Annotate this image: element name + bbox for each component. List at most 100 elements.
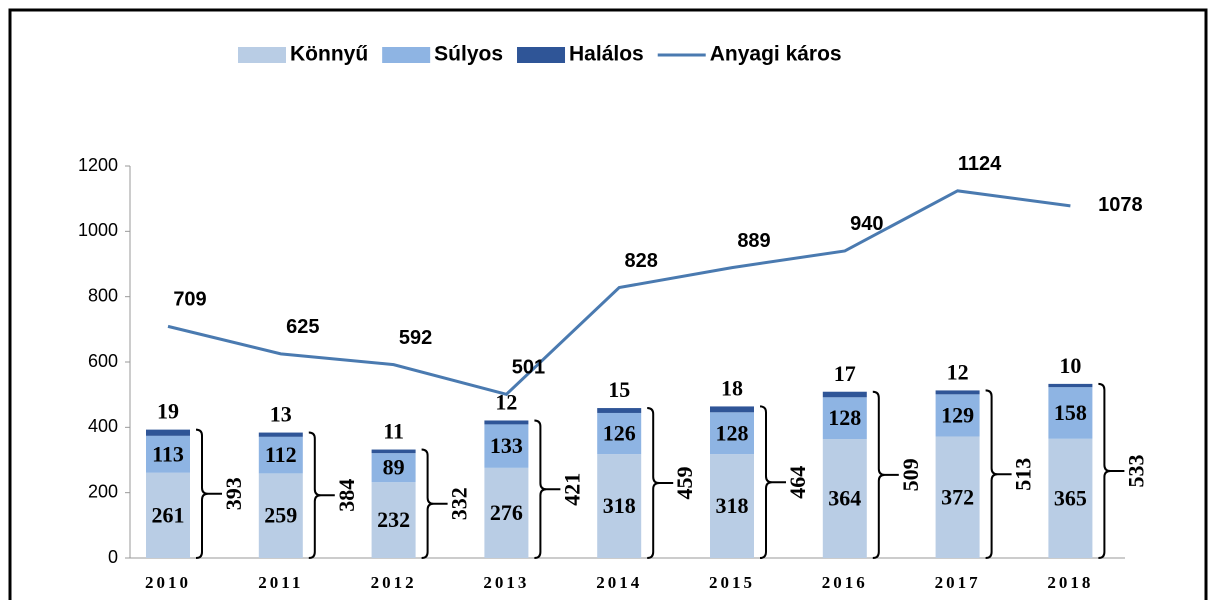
bar-segment <box>1048 383 1093 388</box>
legend-item: Súlyos <box>382 43 503 66</box>
x-tick-label: 2011 <box>258 573 303 592</box>
data-label: 10 <box>1059 353 1081 378</box>
bar-segment <box>597 412 642 455</box>
bar-segment <box>822 397 867 440</box>
x-tick-label: 2017 <box>935 573 981 592</box>
bar-segment <box>935 390 980 395</box>
x-tick-label: 2018 <box>1047 573 1093 592</box>
bar-segment <box>822 391 867 398</box>
total-label: 464 <box>785 466 810 499</box>
x-tick-label: 2010 <box>145 573 191 592</box>
bar-segment <box>822 439 867 558</box>
y-tick-label: 200 <box>88 481 118 501</box>
total-label: 332 <box>447 487 472 520</box>
y-tick-label: 1000 <box>78 220 118 240</box>
y-tick-label: 0 <box>108 547 118 567</box>
data-label: 133 <box>490 433 523 458</box>
data-label: 17 <box>834 361 856 386</box>
total-bracket <box>534 419 561 559</box>
total-bracket <box>308 431 335 559</box>
data-label: 128 <box>828 405 861 430</box>
x-tick-label: 2015 <box>709 573 755 592</box>
line-label: 1078 <box>1098 194 1143 216</box>
data-label: 13 <box>270 402 292 427</box>
frame <box>8 8 1208 600</box>
bar-segment <box>146 435 190 473</box>
bar-segment <box>258 473 303 558</box>
total-label: 509 <box>898 458 923 491</box>
total-bracket <box>985 389 1012 559</box>
total-bracket <box>647 407 674 559</box>
total-label: 533 <box>1123 454 1148 487</box>
y-tick-label: 400 <box>88 416 118 436</box>
total-bracket <box>1098 382 1125 559</box>
data-label: 261 <box>152 502 185 527</box>
bar-segment <box>1048 387 1093 439</box>
legend-item: Anyagi káros <box>657 43 842 66</box>
bar-segment <box>258 436 303 474</box>
y-tick-label: 1200 <box>78 155 118 175</box>
line-label: 501 <box>512 357 545 379</box>
bar-segment <box>597 454 642 558</box>
bar-segment <box>710 412 754 455</box>
legend-item: Halálos <box>517 43 644 66</box>
legend-label: Könnyű <box>290 43 368 66</box>
x-tick-label: 2013 <box>483 573 529 592</box>
data-label: 158 <box>1054 400 1087 425</box>
bar-segment <box>371 453 416 483</box>
bar-segment <box>710 406 754 413</box>
legend-swatch <box>238 47 286 63</box>
x-tick-label: 2016 <box>822 573 868 592</box>
legend-item: Könnyű <box>238 43 368 66</box>
data-label: 19 <box>157 399 179 424</box>
line-label: 1124 <box>958 153 1002 175</box>
bar-segment <box>146 472 190 558</box>
data-label: 15 <box>608 377 630 402</box>
bar-segment <box>1048 438 1093 558</box>
line-label: 889 <box>737 230 770 252</box>
data-label: 12 <box>495 390 517 415</box>
data-label: 372 <box>941 484 974 509</box>
line-label: 828 <box>625 250 658 272</box>
data-label: 112 <box>265 442 297 467</box>
total-bracket <box>759 405 786 559</box>
data-label: 89 <box>383 455 405 480</box>
data-label: 365 <box>1054 485 1087 510</box>
data-label: 113 <box>152 441 184 466</box>
bar-segment <box>371 482 416 558</box>
total-bracket <box>872 390 899 559</box>
total-label: 421 <box>559 473 584 506</box>
data-label: 259 <box>264 503 297 528</box>
legend-label: Súlyos <box>434 43 503 66</box>
bar-segment <box>710 454 754 558</box>
legend-label: Halálos <box>569 43 644 66</box>
data-label: 18 <box>721 375 743 400</box>
legend-swatch <box>517 47 566 63</box>
bar-segment <box>146 429 190 436</box>
legend-swatch <box>382 47 431 63</box>
total-label: 459 <box>672 467 697 500</box>
data-label: 232 <box>377 507 410 532</box>
bar-segment <box>371 449 416 454</box>
bar-segment <box>597 408 642 413</box>
line <box>167 189 1071 397</box>
data-label: 318 <box>603 493 636 518</box>
bar-segment <box>258 432 303 437</box>
x-tick-label: 2012 <box>371 573 417 592</box>
data-label: 128 <box>716 420 749 445</box>
y-tick-label: 600 <box>88 351 118 371</box>
data-label: 129 <box>941 402 974 427</box>
data-label: 126 <box>603 421 636 446</box>
bar-segment <box>484 467 529 558</box>
total-label: 384 <box>334 479 359 512</box>
total-label: 393 <box>221 477 246 510</box>
line-label: 625 <box>286 316 319 338</box>
bar-segment <box>484 424 529 468</box>
line-label: 709 <box>173 289 206 311</box>
data-label: 12 <box>947 359 969 384</box>
data-label: 11 <box>383 419 404 444</box>
x-tick-label: 2014 <box>596 573 642 592</box>
legend-label: Anyagi káros <box>710 43 842 66</box>
bar-segment <box>935 436 980 558</box>
